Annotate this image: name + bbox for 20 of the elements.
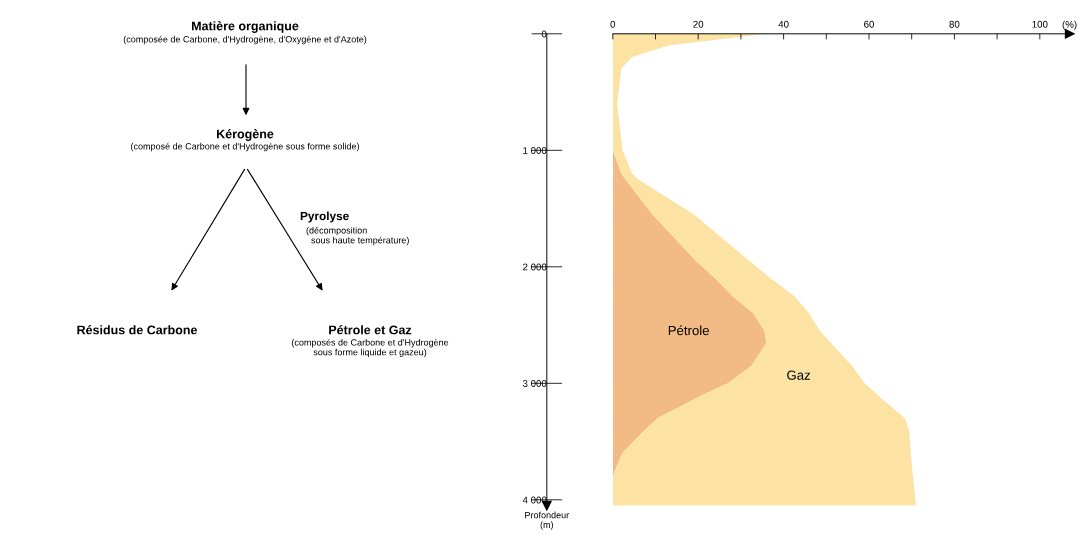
text: (décomposition sous haute température) [306, 226, 409, 246]
y-tick-label: 0 [541, 30, 547, 38]
y-axis-title: Profondeur (m) [525, 511, 569, 530]
text: Pétrole et Gaz [329, 325, 412, 335]
x-tick-label: 20 [693, 20, 704, 28]
x-axis-title: (%) [1062, 20, 1077, 30]
text: (composés de Carbone et d'Hydrogène sous forme liquide et gazeu) [291, 338, 449, 358]
x-tick-label: 100 [1032, 20, 1048, 28]
x-tick-label: 40 [778, 20, 789, 28]
x-tick-label: 80 [949, 20, 960, 28]
series-label: Pétrole [668, 325, 709, 336]
text: (composée de Carbone, d'Hydrogène, d'Oxygène et d'Azote) [123, 35, 367, 45]
text: Pyrolyse [300, 211, 349, 223]
series-label: Gaz [787, 370, 810, 380]
text: Matière organique [192, 21, 299, 33]
text: Kérogène [217, 129, 274, 141]
text: Résidus de Carbone [77, 325, 198, 335]
text: (composé de Carbone et d'Hydrogène sous forme solide) [131, 142, 359, 152]
x-tick-label: 60 [864, 20, 875, 28]
x-tick-label: 0 [610, 20, 616, 28]
